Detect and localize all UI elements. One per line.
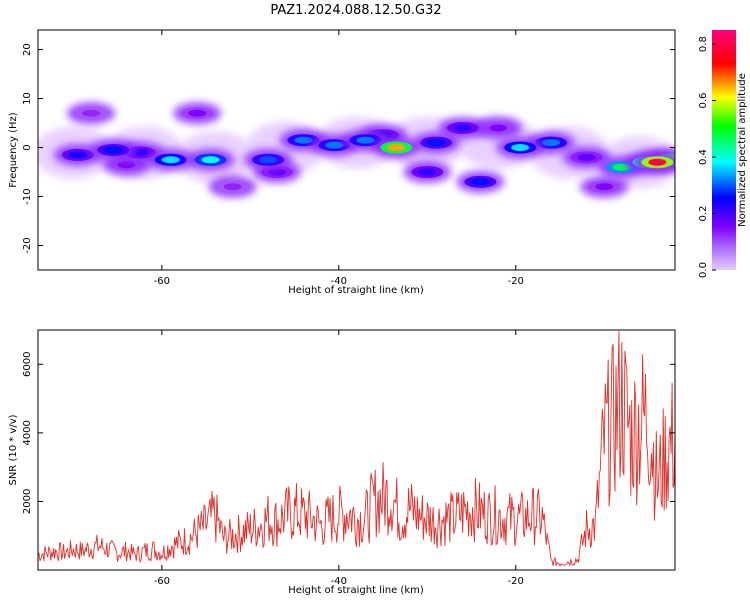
snr-line: [38, 331, 675, 567]
heatmap-blob-4: [186, 148, 235, 171]
heatmap-blob-1: [89, 139, 138, 161]
colorbar-tick-label-1: 0.2: [698, 206, 709, 222]
heatmap-blob-20: [173, 102, 222, 125]
colorbar-tick-label-4: 0.8: [698, 36, 709, 52]
x-tick-label-0: -60: [154, 276, 170, 287]
snr-frame: [37, 329, 676, 571]
heatmap-blob-12: [456, 170, 505, 193]
x-tick-label-2: -20: [508, 276, 524, 287]
heatmap-blob-21: [67, 102, 116, 125]
spectrogram-y-label: Frequency (Hz): [8, 112, 19, 188]
x-tick-label-2: -20: [508, 576, 524, 587]
heatmap-blob-28: [580, 175, 629, 198]
x-tick-label-0: -60: [154, 576, 170, 587]
heatmap-blob-5: [244, 148, 293, 171]
heatmap-blob-3: [146, 148, 195, 171]
spectrogram-panel: -60 -40 -20 -20 -10 0 10 20 Height of straight…: [8, 29, 676, 296]
heatmap-blob-11: [438, 116, 487, 139]
y-tick-label-4: 20: [22, 43, 33, 56]
colorbar-gradient: [712, 30, 736, 270]
y-tick-label-2: 0: [22, 144, 33, 150]
heatmap-blob-13: [496, 136, 545, 159]
heatmap-blob-22: [208, 175, 257, 198]
heatmap-blob-17: [633, 151, 675, 174]
figure-title: PAZ1.2024.088.12.50.G32: [270, 3, 441, 18]
x-tick-label-1: -40: [331, 576, 347, 587]
snr-x-label: Height of straight line (km): [288, 585, 424, 596]
y-tick-label-0: -20: [22, 237, 33, 253]
heatmap-blob-26: [474, 116, 523, 139]
y-tick-label-0: 2000: [22, 489, 33, 514]
heatmap-blob-25: [403, 161, 452, 184]
colorbar-label: Normalized spectral amplitude: [737, 73, 748, 227]
snr-x-ticks: -60 -40 -20: [154, 330, 524, 587]
spectrogram-x-ticks: -60 -40 -20: [154, 30, 524, 287]
heatmap-blob-10: [412, 131, 461, 154]
y-tick-label-1: -10: [22, 188, 33, 204]
snr-y-label: SNR (10 * v/v): [8, 414, 19, 485]
spectrogram-x-label: Height of straight line (km): [288, 285, 424, 296]
colorbar: 0.0 0.2 0.4 0.6 0.8 Normalized spectral ampl…: [698, 30, 748, 278]
colorbar-tick-label-0: 0.0: [698, 262, 709, 278]
heatmap-blob-9: [372, 136, 421, 159]
y-tick-label-3: 10: [22, 92, 33, 105]
x-tick-label-1: -40: [331, 276, 347, 287]
y-tick-label-1: 4000: [22, 420, 33, 445]
snr-y-ticks: 2000 4000 6000: [22, 352, 675, 514]
snr-plot-area: [38, 330, 675, 570]
spectrogram-frame: [37, 29, 676, 271]
heatmap-blob-27: [562, 146, 611, 169]
spectrogram-y-ticks: -20 -10 0 10 20: [22, 43, 675, 254]
snr-panel: -60 -40 -20 2000 4000 6000 Height of straigh…: [8, 329, 676, 596]
colorbar-tick-label-3: 0.6: [698, 93, 709, 109]
spectrogram-blobs: [38, 102, 675, 198]
colorbar-ticks: 0.0 0.2 0.4 0.6 0.8: [698, 36, 716, 278]
colorbar-tick-label-2: 0.4: [698, 149, 709, 165]
y-tick-label-2: 6000: [22, 352, 33, 377]
